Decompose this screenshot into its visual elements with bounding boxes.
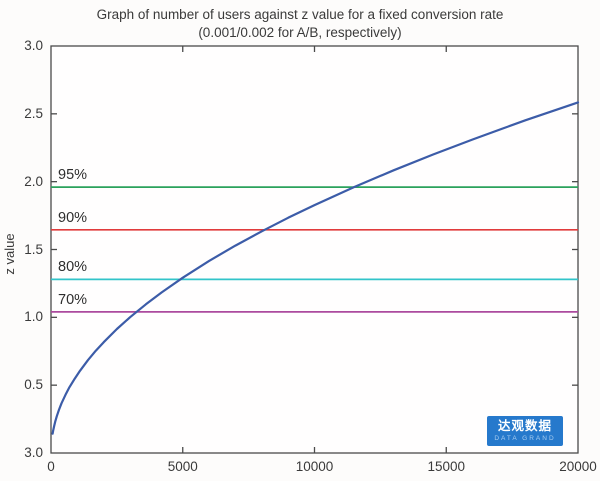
chart-title-line1: Graph of number of users against z value… <box>96 7 504 22</box>
chart-title: Graph of number of users against z value… <box>0 6 600 42</box>
confidence-level-label: 80% <box>58 259 88 276</box>
y-tick-label: 1.5 <box>24 241 43 257</box>
x-tick-label: 20000 <box>559 459 597 474</box>
x-tick-label: 5000 <box>167 459 198 474</box>
datagrand-watermark: 达观数据 DATA GRAND <box>487 416 563 446</box>
confidence-level-label: 95% <box>58 167 88 184</box>
y-tick-label: 3.0 <box>24 445 43 460</box>
watermark-en-text: DATA GRAND <box>494 434 556 442</box>
watermark-cn-text: 达观数据 <box>497 419 552 433</box>
y-tick-label: 2.0 <box>24 173 43 189</box>
x-tick-label: 15000 <box>427 459 466 474</box>
confidence-level-label: 90% <box>58 209 88 226</box>
x-tick-label: 10000 <box>295 459 334 474</box>
y-tick-label: 1.0 <box>24 309 43 325</box>
x-tick-label: 0 <box>47 459 55 474</box>
y-tick-label: 0.5 <box>24 377 43 393</box>
confidence-level-label: 70% <box>58 291 88 308</box>
y-tick-label: 3.0 <box>24 38 43 53</box>
y-tick-label: 2.5 <box>24 105 43 121</box>
chart-title-line2: (0.001/0.002 for A/B, respectively) <box>198 25 402 40</box>
